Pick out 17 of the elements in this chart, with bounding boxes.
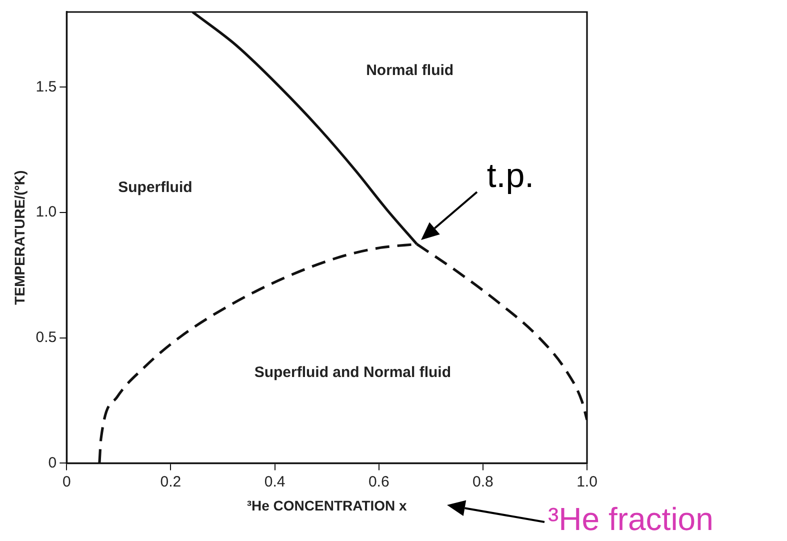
x-tick-label: 0.4 bbox=[264, 473, 286, 490]
annotation: Superfluid bbox=[118, 179, 192, 196]
x-tick-label: 1.0 bbox=[576, 473, 598, 490]
text: ³He fraction bbox=[548, 501, 714, 537]
y-tick-label: 0 bbox=[48, 454, 57, 472]
y-tick-label: 1.0 bbox=[36, 204, 57, 221]
x-tick-label: 0.6 bbox=[368, 473, 390, 490]
x-tick-label: 0 bbox=[62, 473, 71, 490]
annotation: Normal fluid bbox=[366, 62, 454, 80]
y-tick-label: 1.5 bbox=[36, 78, 57, 96]
x-tick-label: 0.2 bbox=[160, 473, 182, 490]
annotation: Superfluid and Normal fluid bbox=[254, 364, 451, 382]
y-axis-title: TEMPERATURE/(°K) bbox=[11, 170, 28, 305]
x-axis-title: ³He CONCENTRATION x bbox=[246, 497, 408, 514]
x-tick-label: 0.8 bbox=[472, 473, 494, 490]
annotation: t.p. bbox=[486, 157, 534, 196]
y-tick-label: 0.5 bbox=[36, 329, 57, 346]
